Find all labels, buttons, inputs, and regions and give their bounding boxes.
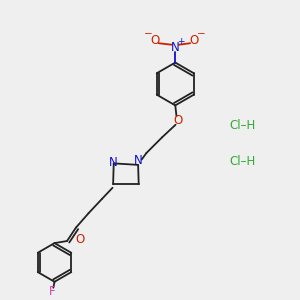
Text: Cl–H: Cl–H bbox=[229, 155, 255, 168]
Text: O: O bbox=[75, 233, 84, 246]
Text: F: F bbox=[49, 285, 56, 298]
Text: N: N bbox=[109, 156, 118, 169]
Text: −: − bbox=[144, 29, 153, 39]
Text: Cl–H: Cl–H bbox=[229, 119, 255, 132]
Text: N: N bbox=[134, 154, 142, 167]
Text: O: O bbox=[150, 34, 160, 47]
Text: O: O bbox=[174, 114, 183, 127]
Text: N: N bbox=[171, 40, 180, 54]
Text: O: O bbox=[189, 34, 198, 47]
Text: +: + bbox=[178, 37, 185, 46]
Text: −: − bbox=[196, 29, 205, 39]
